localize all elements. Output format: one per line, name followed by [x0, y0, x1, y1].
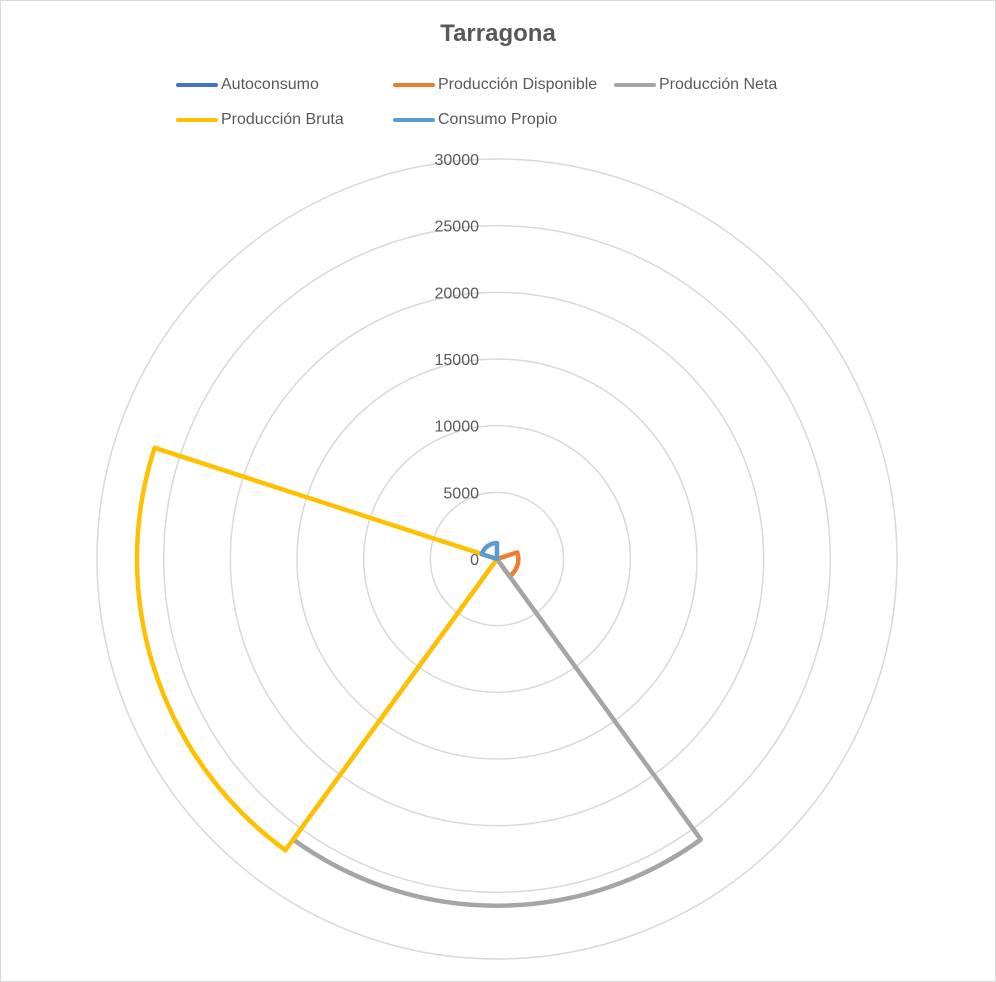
radial-grid [96, 158, 898, 960]
radial-tick-label: 5000 [443, 485, 479, 502]
legend-item-produccion-disponible[interactable]: Producción Disponible [393, 76, 597, 94]
legend-label-produccion-bruta: Producción Bruta [221, 111, 344, 128]
legend-item-consumo-propio[interactable]: Consumo Propio [393, 111, 557, 129]
radial-tick-label: 15000 [435, 352, 480, 369]
grid-ring [96, 158, 898, 960]
legend-swatch-produccion-bruta [176, 118, 218, 122]
series-consumo-propio [479, 540, 500, 562]
legend-label-autoconsumo: Autoconsumo [221, 76, 319, 93]
grid-ring [362, 424, 632, 694]
series-group [134, 445, 704, 908]
radial-tick-label: 30000 [435, 152, 480, 169]
legend-label-consumo-propio: Consumo Propio [438, 111, 558, 128]
legend-swatch-produccion-neta [614, 83, 656, 87]
legend-item-produccion-bruta[interactable]: Producción Bruta [176, 111, 344, 129]
legend-label-produccion-disponible: Producción Disponible [438, 76, 598, 93]
series-produccion-neta [290, 556, 704, 908]
radial-tick-label: 0 [470, 552, 479, 569]
grid-ring [296, 358, 698, 760]
legend-item-produccion-neta[interactable]: Producción Neta [614, 76, 777, 94]
legend-swatch-autoconsumo [176, 83, 218, 87]
radial-axis-labels: 0 5000 10000 15000 20000 25000 30000 [435, 152, 480, 569]
grid-ring [429, 491, 565, 627]
legend-swatch-produccion-disponible [393, 83, 435, 87]
legend-label-produccion-neta: Producción Neta [659, 76, 778, 93]
legend-swatch-consumo-propio [393, 118, 435, 122]
grid-ring [229, 291, 765, 827]
legend-item-autoconsumo[interactable]: Autoconsumo [176, 76, 319, 94]
grid-ring [162, 224, 832, 894]
radial-tick-label: 10000 [435, 419, 480, 436]
radial-tick-label: 25000 [435, 219, 480, 236]
radial-tick-label: 20000 [435, 285, 480, 302]
series-produccion-bruta [134, 445, 500, 853]
chart-title: Tarragona [440, 20, 556, 47]
